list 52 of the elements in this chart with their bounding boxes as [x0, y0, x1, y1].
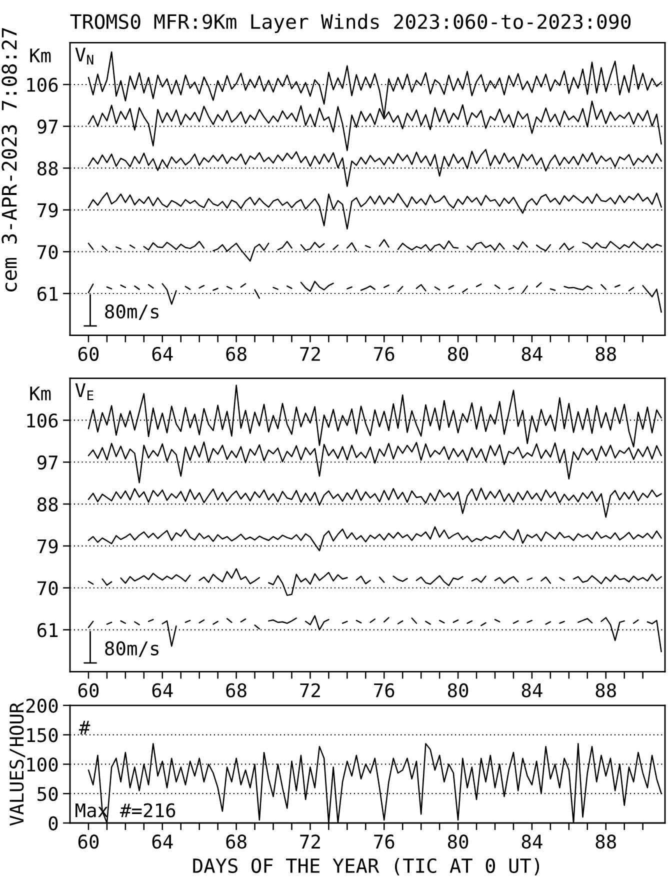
annotation: 80m/s: [105, 304, 158, 320]
y-tick-label: 0: [48, 816, 58, 830]
x-tick-label: 60: [78, 346, 99, 362]
y-tick-label: 61: [38, 623, 58, 638]
x-tick-label: 68: [226, 834, 246, 849]
y-axis-title: VALUES/HOUR: [10, 702, 26, 826]
annotation: 80m/s: [105, 641, 158, 657]
x-tick-label: 76: [374, 346, 394, 362]
y-tick-label: 88: [38, 161, 58, 176]
x-tick-label: 80: [448, 683, 468, 698]
y-tick-label: 200: [26, 698, 58, 713]
y-tick-label: 106: [27, 78, 58, 92]
annotation: #: [78, 720, 90, 734]
x-tick-label: 84: [522, 346, 542, 362]
x-tick-label: 64: [152, 834, 173, 849]
x-tick-label: 88: [596, 683, 616, 698]
x-tick-label: 72: [300, 346, 320, 361]
y-tick-label: 70: [38, 244, 58, 260]
x-tick-label: 88: [596, 346, 616, 362]
x-tick-label: 80: [448, 834, 468, 849]
y-tick-label: 79: [38, 539, 58, 554]
annotation: V$_{E}$: [75, 383, 94, 400]
y-axis-title: Km: [30, 48, 51, 62]
x-tick-label: 80: [448, 346, 468, 362]
y-tick-label: 97: [37, 455, 58, 470]
y-tick-label: 150: [27, 728, 58, 742]
y-tick-label: 97: [37, 120, 58, 134]
x-tick-label: 76: [374, 834, 394, 849]
y-tick-label: 70: [38, 581, 58, 596]
x-tick-label: 68: [226, 683, 246, 698]
y-tick-label: 88: [38, 497, 58, 512]
y-tick-label: 61: [38, 286, 58, 301]
annotation: V$_{N}$: [75, 48, 94, 64]
x-tick-label: 88: [596, 834, 616, 849]
x-axis-title: DAYS OF THE YEAR (TIC AT 0 UT): [193, 858, 540, 876]
text: cem 3-APR-2023 7:08:27: [2, 28, 17, 292]
x-tick-label: 76: [374, 683, 394, 698]
y-tick-label: 79: [38, 203, 58, 218]
x-tick-label: 84: [522, 683, 542, 698]
y-tick-label: 106: [27, 413, 58, 428]
x-tick-label: 64: [152, 683, 173, 698]
x-tick-label: 84: [522, 834, 542, 849]
x-tick-label: 72: [300, 683, 320, 698]
y-axis-title: Km: [30, 386, 51, 400]
y-tick-label: 50: [38, 786, 58, 802]
x-tick-label: 60: [78, 683, 99, 698]
x-tick-label: 72: [300, 834, 320, 848]
y-tick-label: 100: [27, 757, 58, 772]
x-tick-label: 64: [152, 346, 173, 362]
x-tick-label: 60: [78, 834, 99, 849]
chart-title: TROMS0 MFR:9Km Layer Winds 2023:060-to-2023:090: [70, 14, 631, 33]
x-tick-label: 68: [226, 346, 246, 362]
